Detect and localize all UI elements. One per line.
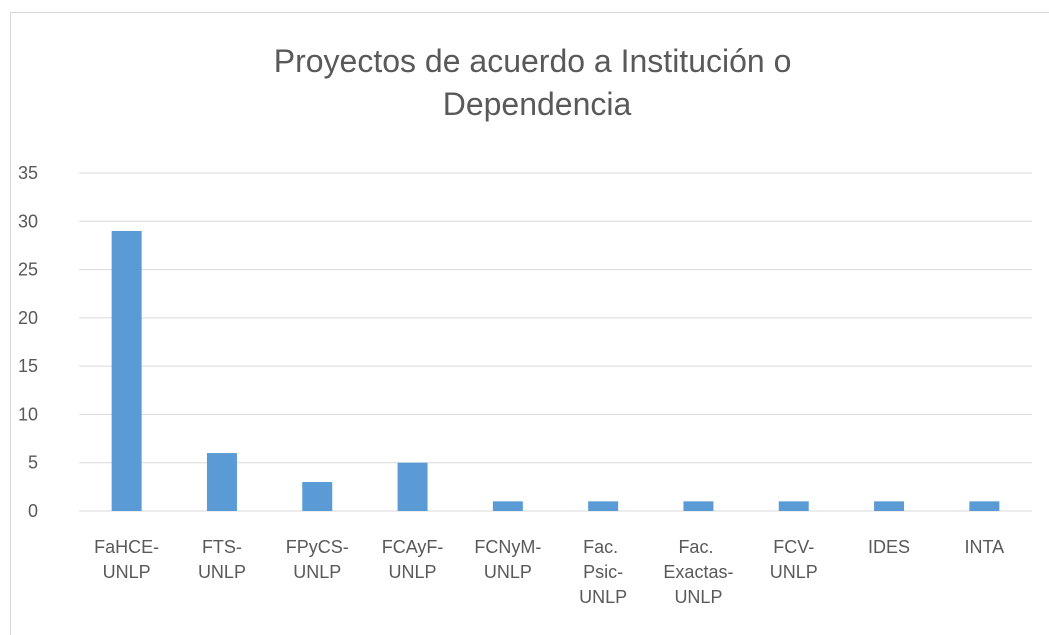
bar — [969, 501, 1000, 511]
x-tick-label: INTA — [965, 537, 1005, 557]
bar — [302, 482, 333, 511]
y-tick-label: 20 — [18, 308, 38, 328]
y-tick-label: 5 — [28, 453, 38, 473]
bar — [206, 453, 237, 511]
bar — [111, 230, 142, 511]
y-tick-label: 10 — [18, 404, 38, 424]
x-tick-label: FCV-UNLP — [770, 537, 818, 582]
x-tick-label: Fac. Psic-UNLP — [579, 537, 627, 607]
x-tick-label: IDES — [868, 537, 910, 557]
bar — [397, 462, 428, 511]
bar — [588, 501, 619, 511]
y-tick-label: 0 — [28, 501, 38, 521]
bar — [683, 501, 714, 511]
x-tick-label: FTS-UNLP — [198, 537, 246, 582]
chart-title: Proyectos de acuerdo a Institución o Dep… — [274, 43, 801, 122]
x-tick-label: FPyCS-UNLP — [286, 537, 349, 582]
chart-frame — [10, 12, 1049, 635]
x-tick-label: FaHCE-UNLP — [94, 537, 159, 582]
x-tick-label: FCNyM-UNLP — [474, 537, 541, 582]
y-tick-label: 15 — [18, 356, 38, 376]
y-tick-label: 35 — [18, 163, 38, 183]
x-tick-label: FCAyF-UNLP — [382, 537, 444, 582]
bar — [874, 501, 905, 511]
x-tick-label: Fac. Exactas-UNLP — [663, 537, 733, 607]
y-tick-label: 25 — [18, 260, 38, 280]
bar — [492, 501, 523, 511]
y-tick-label: 30 — [18, 211, 38, 231]
bar — [778, 501, 809, 511]
